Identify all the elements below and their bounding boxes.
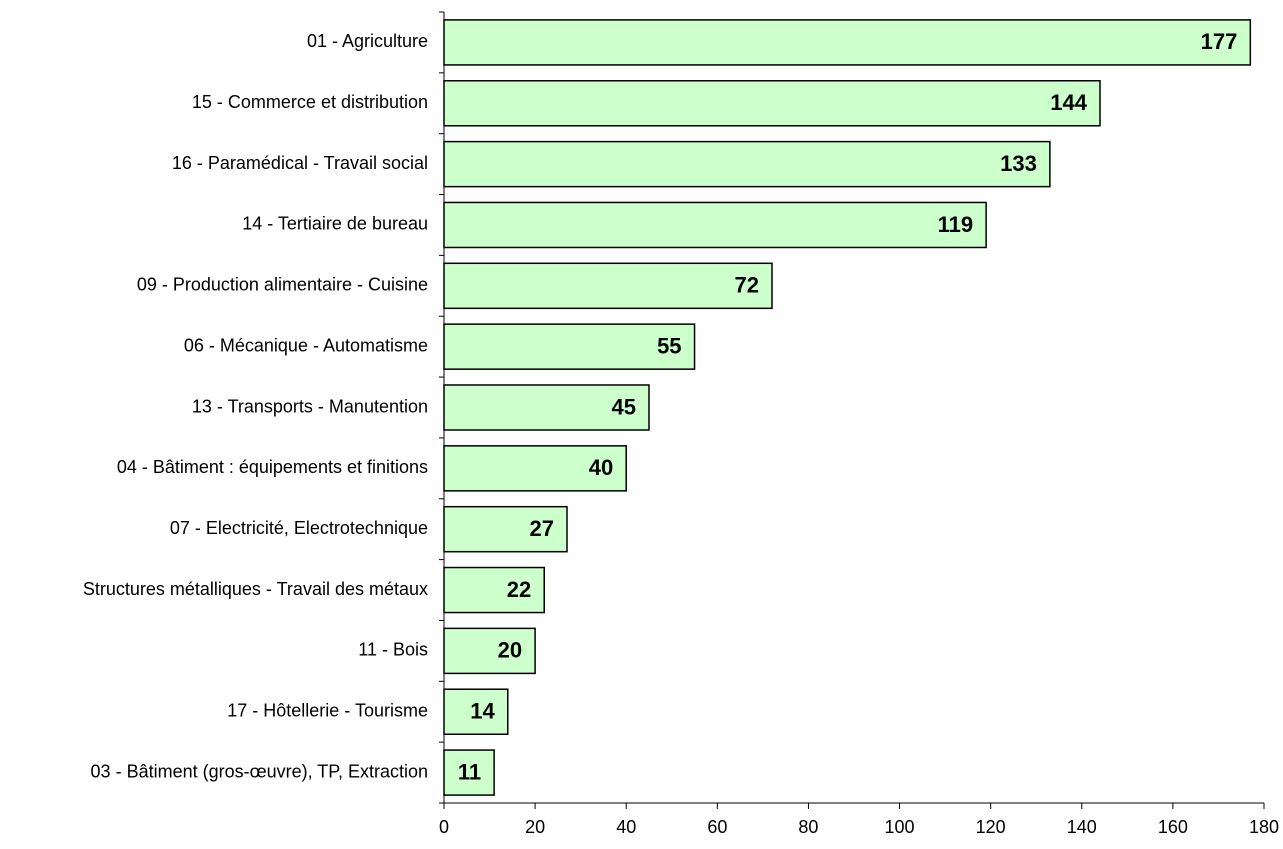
value-label-11-bois: 20	[498, 638, 522, 663]
x-tick-label-60: 60	[707, 817, 727, 837]
x-tick-label-80: 80	[798, 817, 818, 837]
category-label-07-electricite-electrotechnique: 07 - Electricité, Electrotechnique	[170, 518, 428, 538]
value-labels-group: 177 144 133 119 72 55 45 40 27 22 20 14 11	[458, 29, 1237, 784]
bar-01-agriculture	[443, 19, 1252, 66]
value-label-01-agriculture: 177	[1201, 29, 1238, 54]
value-label-15-commerce-et-distribution: 144	[1050, 90, 1087, 115]
category-label-17-hotellerie-tourisme: 17 - Hôtellerie - Tourisme	[227, 700, 428, 720]
category-label-03-batiment-gros-uvre-tp-extraction: 03 - Bâtiment (gros-œuvre), TP, Extracti…	[91, 761, 428, 781]
category-label-16-paramedical-travail-social: 16 - Paramédical - Travail social	[172, 153, 428, 173]
axes-group: 0 20 40 60 80 100 120 140 160 180	[439, 11, 1279, 837]
category-label-15-commerce-et-distribution: 15 - Commerce et distribution	[192, 92, 428, 112]
bar-15-commerce-et-distribution	[443, 80, 1101, 127]
bar-16-paramedical-travail-social	[443, 140, 1051, 188]
bar-17-hotellerie-tourisme	[443, 688, 509, 735]
x-tick-label-160: 160	[1158, 817, 1188, 837]
category-label-13-transports-manutention: 13 - Transports - Manutention	[192, 396, 428, 416]
value-label-09-production-alimentaire-cuisine: 72	[735, 273, 759, 298]
x-tick-label-40: 40	[616, 817, 636, 837]
bar-04-batiment-equipements-et-finitions	[443, 445, 627, 492]
value-label-07-electricite-electrotechnique: 27	[530, 516, 554, 541]
bar-13-transports-manutention	[443, 384, 650, 431]
x-tick-label-0: 0	[439, 817, 449, 837]
category-label-09-production-alimentaire-cuisine: 09 - Production alimentaire - Cuisine	[137, 275, 428, 295]
category-label-01-agriculture: 01 - Agriculture	[307, 31, 428, 51]
bar-07-electricite-electrotechnique	[443, 505, 568, 553]
x-tick-label-140: 140	[1067, 817, 1097, 837]
category-label-11-bois: 11 - Bois	[358, 640, 428, 660]
x-tick-label-20: 20	[525, 817, 545, 837]
bar-structures-metalliques-travail-des-metaux	[443, 566, 545, 614]
x-tick-label-180: 180	[1249, 817, 1279, 837]
value-label-17-hotellerie-tourisme: 14	[470, 699, 495, 724]
bars-group	[443, 19, 1252, 796]
value-label-14-tertiaire-de-bureau: 119	[938, 212, 974, 237]
x-tick-label-100: 100	[885, 817, 915, 837]
value-label-16-paramedical-travail-social: 133	[1000, 151, 1037, 176]
bar-06-mecanique-automatisme	[443, 323, 696, 370]
category-labels-group: 01 - Agriculture 15 - Commerce et distrib…	[83, 31, 428, 781]
bar-09-production-alimentaire-cuisine	[443, 262, 773, 310]
value-label-13-transports-manutention: 45	[612, 394, 636, 419]
category-label-14-tertiaire-de-bureau: 14 - Tertiaire de bureau	[242, 214, 428, 234]
bar-14-tertiaire-de-bureau	[443, 201, 987, 249]
value-label-06-mecanique-automatisme: 55	[657, 333, 681, 358]
value-label-03-batiment-gros-uvre-tp-extraction: 11	[458, 759, 481, 784]
category-label-structures-metalliques-travail-des-metaux: Structures métalliques - Travail des mét…	[83, 579, 428, 599]
category-label-06-mecanique-automatisme: 06 - Mécanique - Automatisme	[184, 335, 428, 355]
x-tick-label-120: 120	[976, 817, 1006, 837]
category-label-04-batiment-equipements-et-finitions: 04 - Bâtiment : équipements et finitions	[117, 457, 428, 477]
value-label-04-batiment-equipements-et-finitions: 40	[589, 455, 613, 480]
value-label-structures-metalliques-travail-des-metaux: 22	[507, 577, 531, 602]
